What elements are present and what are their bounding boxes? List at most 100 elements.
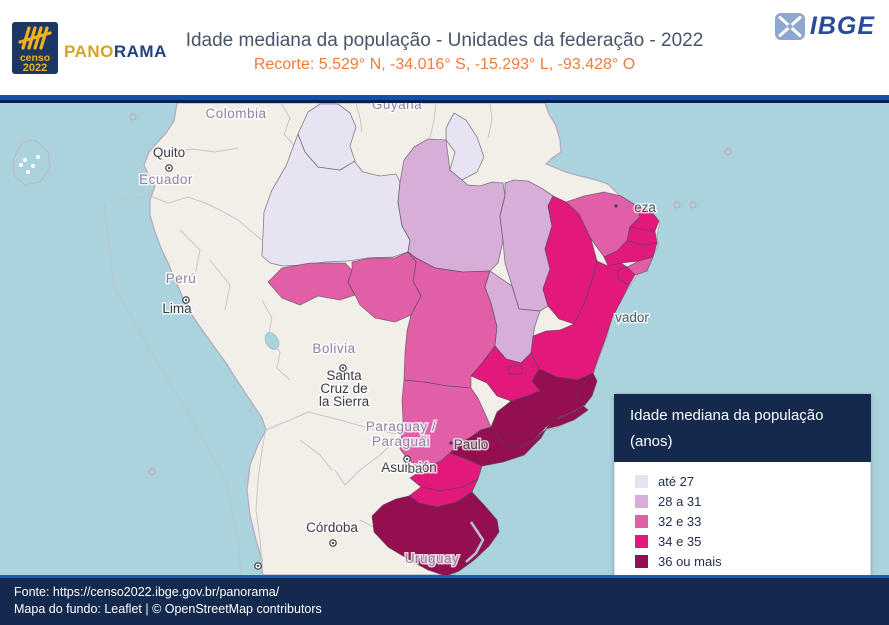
- admin-border: [299, 439, 333, 471]
- city-marker: [184, 298, 188, 302]
- legend-swatch: [635, 554, 648, 568]
- state-roraima[interactable]: [297, 103, 357, 171]
- city-label-asuncin: Asunción: [381, 460, 437, 475]
- city-label-crdoba: Córdoba: [306, 520, 358, 535]
- city-label-fragment-ba: ba: [407, 461, 423, 476]
- censo-2022-logo: censo 2022: [12, 22, 58, 74]
- galapagos-islet: [36, 155, 40, 159]
- admin-border: [255, 427, 267, 575]
- ibge-wordmark: IBGE: [809, 12, 875, 40]
- panorama-navy-text: RAMA: [113, 42, 167, 61]
- galapagos-outline: [12, 139, 51, 186]
- ibge-logo: IBGE: [774, 12, 875, 41]
- city-label-santa: Santa: [326, 368, 362, 383]
- page-subtitle: Recorte: 5.529° N, -34.016° S, -15.293° …: [253, 56, 636, 73]
- admin-border: [179, 229, 201, 276]
- city-label-fragment-eza: eza: [634, 200, 656, 215]
- admin-border: [209, 259, 231, 311]
- city-label-fragment-vador: vador: [615, 310, 649, 325]
- legend-item-1: 28 a 31: [615, 491, 870, 511]
- country-label-ecuador: Ecuador: [139, 172, 193, 187]
- admin-border: [334, 437, 399, 486]
- country-label-bolivia: Bolivia: [312, 341, 355, 356]
- legend-item-4: 36 ou mais: [615, 551, 870, 571]
- city-label-fragment-Paulo: Paulo: [454, 437, 489, 452]
- state-espirito_santo[interactable]: [576, 372, 598, 407]
- city-label-quito: Quito: [153, 145, 185, 160]
- country-label-guyana: Guyana: [372, 103, 422, 112]
- island-marker: [673, 201, 681, 209]
- country-label-colombia: Colombia: [205, 106, 266, 121]
- state-goias[interactable]: [470, 345, 541, 402]
- legend-item-label: 32 e 33: [658, 513, 702, 529]
- state-rio_de_janeiro[interactable]: [545, 405, 589, 430]
- city-marker: [331, 541, 335, 545]
- city-marker: [256, 564, 260, 568]
- country-label-paraguay: Paraguay /: [366, 419, 436, 434]
- map-canvas[interactable]: Colombia Guyana Ecuador Perú Bolivia Paraguay…: [0, 103, 889, 575]
- legend-body: até 27 28 a 31 32 e 33 34 e 35 36 ou mais: [614, 462, 871, 581]
- ibge-icon: [774, 13, 805, 40]
- footer-attribution: Mapa do fundo: Leaflet | © OpenStreetMap…: [14, 602, 322, 616]
- legend-item-2: 32 e 33: [615, 511, 870, 531]
- galapagos-islet: [19, 163, 23, 167]
- admin-border: [487, 103, 493, 139]
- state-sao_paulo[interactable]: [449, 426, 547, 467]
- country-label-per: Perú: [166, 271, 197, 286]
- legend-item-0: até 27: [615, 471, 870, 491]
- map-frame-rule: [0, 100, 889, 103]
- state-rondonia[interactable]: [347, 251, 422, 323]
- legend-item-3: 34 e 35: [615, 531, 870, 551]
- galapagos-islet: [23, 158, 27, 162]
- city-marker: [405, 457, 409, 461]
- state-pernambuco[interactable]: [603, 240, 658, 267]
- legend-item-label: 34 e 35: [658, 533, 702, 549]
- city-label-lasierra: la Sierra: [319, 394, 370, 409]
- state-rio_grande_do_sul[interactable]: [371, 491, 500, 575]
- galapagos-islet: [26, 170, 30, 174]
- panorama-gold-text: PANO: [64, 42, 114, 61]
- admin-border: [355, 103, 363, 133]
- legend-swatch: [635, 494, 648, 508]
- legend-item-label: até 27: [658, 473, 695, 489]
- city-label-lima: Lima: [162, 301, 192, 316]
- admin-border: [429, 103, 437, 139]
- country-label-uruguay: Uruguay: [405, 551, 460, 566]
- legend-panel: Idade mediana da população (anos) até 27…: [614, 394, 871, 581]
- legend-title: Idade mediana da população: [630, 407, 824, 424]
- map-container: Colombia Guyana Ecuador Perú Bolivia Paraguay…: [0, 95, 889, 581]
- island-marker: [724, 148, 732, 156]
- legend-unit: (anos): [630, 433, 673, 450]
- city-marker-dot: [449, 441, 453, 445]
- footer-bar: Fonte: https://censo2022.ibge.gov.br/pan…: [0, 575, 889, 625]
- admin-border: [217, 208, 263, 241]
- legend-item-label: 28 a 31: [658, 493, 702, 509]
- admin-border: [265, 411, 309, 431]
- city-marker: [167, 166, 171, 170]
- lake-titicaca: [264, 332, 280, 350]
- legend-swatch: [635, 534, 648, 548]
- admin-border: [151, 147, 239, 153]
- state-distrito_federal[interactable]: [508, 365, 523, 375]
- state-alagoas[interactable]: [626, 256, 654, 276]
- censo-year-text: 2022: [23, 62, 47, 74]
- city-marker: [341, 366, 345, 370]
- state-sergipe[interactable]: [616, 266, 636, 286]
- footer-source: Fonte: https://censo2022.ibge.gov.br/pan…: [14, 585, 280, 599]
- legend-swatch: [635, 514, 648, 528]
- legend-item-label: 36 ou mais: [658, 553, 722, 569]
- header-bar: censo 2022 PANORAMA Idade mediana da pop…: [0, 0, 889, 95]
- panorama-logo: PANORAMA: [64, 42, 167, 62]
- legend-swatch: [635, 474, 648, 488]
- country-label-paragui: Paraguái: [372, 434, 430, 449]
- legend-header: Idade mediana da população (anos): [614, 394, 871, 462]
- censo-text: censo: [20, 52, 50, 64]
- island-marker: [129, 113, 137, 121]
- admin-border: [307, 411, 397, 435]
- galapagos-islet: [31, 164, 35, 168]
- state-amapa[interactable]: [445, 112, 485, 181]
- city-marker-dot: [614, 204, 618, 208]
- city-label-cruzde: Cruz de: [320, 381, 367, 396]
- page-title: Idade mediana da população - Unidades da…: [185, 30, 704, 51]
